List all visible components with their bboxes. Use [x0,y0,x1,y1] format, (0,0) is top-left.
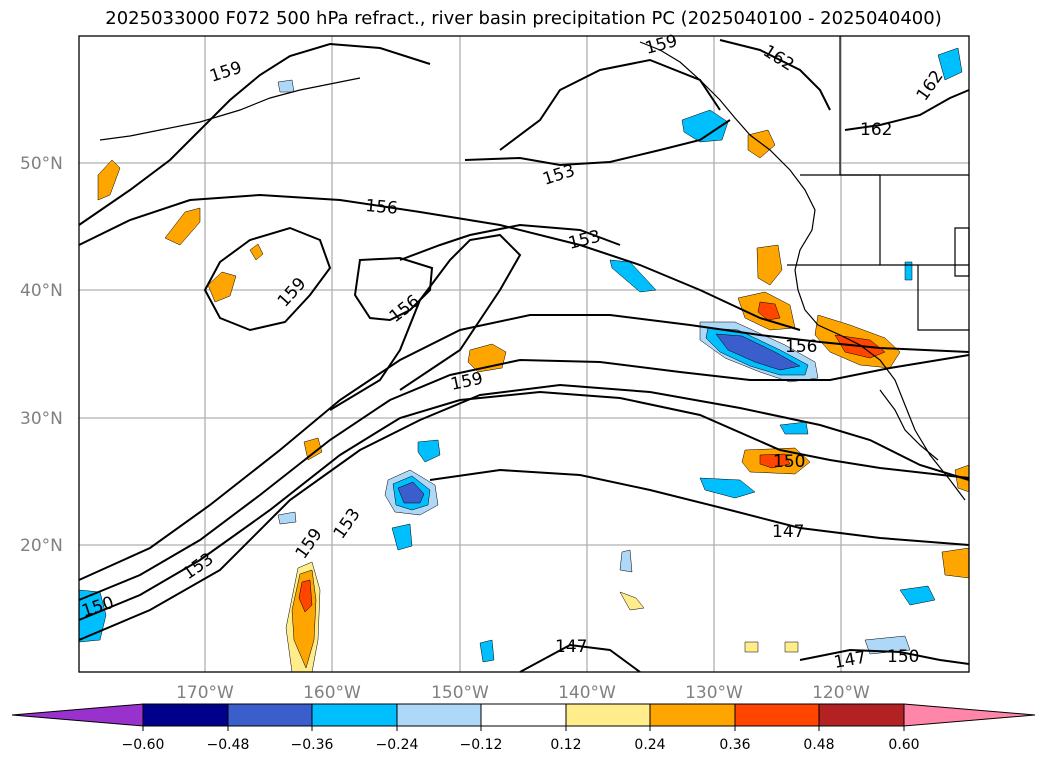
contour-label: 147 [772,522,804,542]
colorbar-segment [566,704,650,726]
colorbar-segment [312,704,397,726]
colorbar-tick-label: 0.36 [719,737,750,753]
colorbar-tick-label: −0.24 [376,737,419,753]
lat-label: 30°N [20,409,63,429]
colorbar-extend-low [12,704,143,726]
contour-label: 150 [887,647,919,667]
contour-label: 156 [785,337,817,357]
colorbar-extend-high [904,704,1035,726]
lon-label: 150°W [431,683,489,703]
lat-label: 20°N [20,536,63,556]
contour-label: 147 [555,637,587,657]
colorbar-segment [228,704,312,726]
colorbar-segment [735,704,819,726]
colorbar-tick-label: −0.48 [207,737,250,753]
colorbar-segment [397,704,481,726]
lon-label: 170°W [176,683,234,703]
contour-label: 150 [773,452,805,472]
colorbar [12,704,1035,726]
colorbar-tick-label: −0.60 [122,737,165,753]
colorbar-ticks [143,726,904,731]
longitude-labels: 170°W 160°W 150°W 140°W 130°W 120°W [176,683,870,703]
colorbar-tick-labels: −0.60 −0.48 −0.36 −0.24 −0.12 0.12 0.24 … [122,737,920,753]
lat-label: 50°N [20,154,63,174]
lon-label: 160°W [303,683,361,703]
lon-label: 120°W [812,683,870,703]
anomaly-positive-region [942,548,969,578]
lon-label: 130°W [685,683,743,703]
colorbar-segment [819,704,904,726]
latitude-labels: 50°N 40°N 30°N 20°N [20,154,63,556]
lon-label: 140°W [558,683,616,703]
lat-label: 40°N [20,281,63,301]
contour-label: 162 [860,120,892,140]
contour-label: 156 [365,196,399,219]
colorbar-tick-label: 0.12 [550,737,581,753]
colorbar-tick-label: −0.12 [460,737,503,753]
colorbar-tick-label: 0.24 [634,737,665,753]
colorbar-tick-label: 0.48 [803,737,834,753]
colorbar-segment [143,704,228,726]
colorbar-segment [481,704,566,726]
colorbar-tick-label: 0.60 [888,737,919,753]
colorbar-segment [650,704,735,726]
colorbar-tick-label: −0.36 [291,737,334,753]
map-panel: 159 159 162 162 162 153 156 153 159 156 … [79,31,969,673]
